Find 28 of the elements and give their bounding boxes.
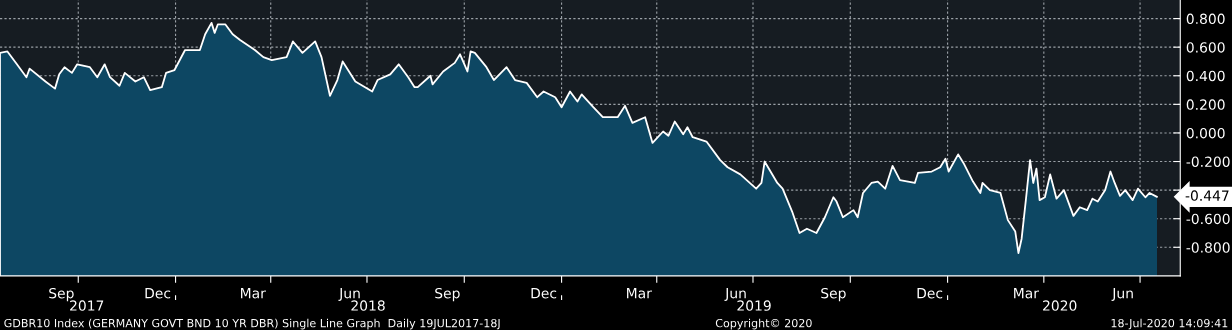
x-tick-label: Sep	[49, 287, 74, 302]
x-tick-label: Dec	[145, 288, 171, 299]
x2-tick-label: 2019	[737, 300, 771, 311]
annotation: -0.447	[1185, 190, 1229, 201]
x2-tick-label: 2018	[351, 300, 385, 311]
text: 18-Jul-2020 14:09:41	[1111, 318, 1228, 330]
x-tick-label: Jun	[1111, 288, 1133, 302]
x-tick-label: Dec	[531, 288, 557, 299]
y-tick-label: -0.800	[1186, 242, 1230, 253]
y-tick-label: 0.000	[1186, 127, 1225, 139]
x-tick-label: Jun	[724, 288, 746, 302]
x-tick-label: Sep	[821, 287, 846, 302]
y-tick-label: 0.200	[1186, 99, 1225, 110]
text: Copyright© 2020	[715, 318, 812, 330]
x-tick-label: Mar	[241, 288, 266, 299]
text: GDBR10 Index (GERMANY GOVT BND 10 YR DBR) Single Line Graph Daily 19JUL2017-18J	[4, 318, 500, 330]
x-tick-label: Sep	[435, 287, 460, 302]
x-tick-label: Jun	[338, 288, 360, 302]
x2-tick-label: 2017	[70, 300, 104, 311]
x-tick-label: Mar	[627, 288, 652, 299]
y-tick-label: -0.600	[1186, 213, 1230, 225]
y-tick-label: 0.600	[1186, 42, 1225, 53]
y-tick-label: 0.400	[1186, 70, 1225, 82]
y-tick-label: -0.200	[1186, 156, 1230, 167]
x2-tick-label: 2020	[1043, 300, 1077, 311]
x-tick-label: Dec	[917, 288, 943, 299]
y-tick-label: 0.800	[1186, 13, 1225, 25]
x-tick-label: Mar	[1014, 288, 1039, 299]
